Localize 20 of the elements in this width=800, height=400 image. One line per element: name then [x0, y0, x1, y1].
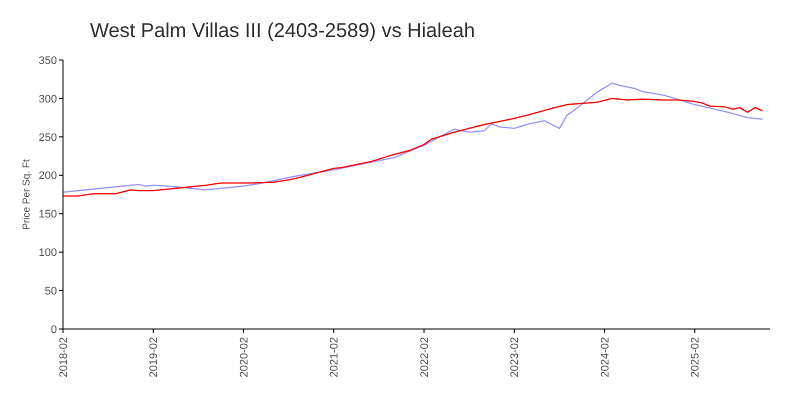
y-tick-label: 50 — [44, 285, 57, 298]
chart-title: West Palm Villas III (2403-2589) vs Hialeah — [90, 20, 475, 43]
line-series — [63, 82, 764, 193]
x-tick-label: 2019-02 — [148, 337, 160, 378]
y-tick-label: 150 — [38, 208, 57, 221]
x-tick-label: 2024-02 — [599, 337, 612, 378]
y-tick-label: 100 — [38, 247, 57, 260]
y-tick-label: 0 — [50, 324, 57, 336]
x-tick-label: 2020-02 — [238, 337, 250, 378]
x-tick-label: 2021-02 — [328, 337, 341, 378]
y-tick-label: 350 — [38, 54, 57, 67]
x-tick-label: 2023-02 — [509, 337, 522, 378]
y-axis-title: Price Per Sq. Ft — [22, 158, 33, 230]
y-tick-label: 250 — [38, 132, 57, 144]
x-tick-label: 2022-02 — [418, 337, 431, 378]
y-tick-label: 300 — [38, 93, 57, 106]
x-tick-label: 2018-02 — [58, 337, 70, 378]
line-series — [63, 98, 764, 197]
y-tick-label: 200 — [38, 170, 57, 182]
x-tick-label: 2025-02 — [690, 337, 702, 378]
